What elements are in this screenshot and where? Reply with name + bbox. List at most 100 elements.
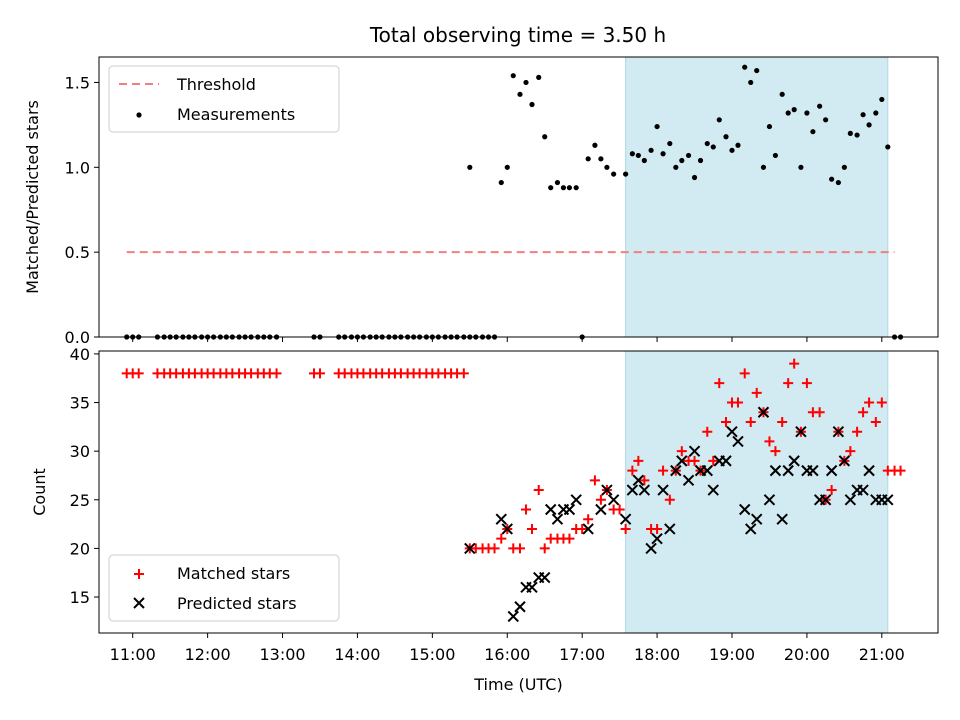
measurement-point [885,144,891,150]
predicted-star-marker [607,494,620,506]
measurement-point [641,157,647,164]
matched-star-marker [770,446,781,457]
measurement-point [542,134,548,140]
legend-threshold-label: Threshold [176,75,256,94]
x-tick-label: 11:00 [110,645,156,664]
measurement-point [604,164,610,170]
y-tick-label: 35 [70,394,90,413]
predicted-star-marker [688,445,701,457]
predicted-star-marker [501,523,513,535]
predicted-star-marker [819,494,832,506]
observing-window-shade [625,350,889,634]
predicted-star-marker [726,426,738,438]
x-tick-label: 19:00 [709,645,755,664]
predicted-star-marker [657,484,669,496]
measurement-point [517,91,523,97]
predicted-star-marker [745,523,757,535]
predicted-star-marker [514,601,526,613]
measurement-point [560,185,567,191]
predicted-star-marker [776,513,788,525]
matched-star-marker [595,494,606,505]
legend-measurements-swatch [136,112,142,118]
y-tick-label: 15 [70,588,90,607]
x-tick-label: 17:00 [559,645,605,664]
matched-star-marker [858,407,869,418]
plot-frame [98,56,939,338]
matched-star-marker [627,465,638,476]
x-tick-label: 16:00 [484,645,530,664]
measurement-point [723,134,729,140]
predicted-star-marker [619,513,632,525]
matched-star-marker [801,378,812,389]
matched-star-marker [745,416,756,427]
measurement-point [866,122,872,128]
y-tick-label: 25 [70,491,90,510]
y-tick-label: 30 [70,442,90,461]
measurement-point [710,144,716,150]
matched-star-marker [764,436,775,447]
measurement-point [611,171,617,177]
measurement-point [498,179,504,186]
measurement-point [760,164,767,170]
measurement-point [566,185,573,191]
measurement-point [697,157,704,164]
predicted-star-marker [582,523,594,535]
measurement-point [504,164,510,170]
predicted-star-marker [670,464,682,477]
x-axis-label: Time (UTC) [473,675,562,694]
predicted-star-marker [664,523,676,535]
predicted-star-marker [720,455,732,467]
x-tick-label: 13:00 [259,645,305,664]
measurement-point [779,91,785,97]
legend-predicted-label: Predicted stars [177,594,297,613]
predicted-star-marker [539,571,551,584]
matched-star-marker [895,465,906,476]
matched-star-marker [652,523,663,534]
matched-star-marker [714,378,725,389]
measurement-point [873,110,879,116]
legend-box [108,65,340,133]
predicted-star-marker [638,484,651,496]
measurement-point [667,140,673,147]
predicted-star-marker [882,494,894,506]
legend-box [108,554,340,622]
measurement-point [548,185,554,191]
matched-star-marker [708,455,719,466]
predicted-star-marker [570,494,582,506]
measurement-point [554,179,561,186]
matched-star-marker [658,465,669,476]
predicted-star-marker [563,503,576,516]
predicted-star-marker [701,464,713,477]
legend-top: Threshold Measurements [108,65,340,133]
predicted-star-marker [732,435,744,448]
predicted-star-marker [545,503,557,516]
matched-star-marker [664,494,675,505]
x-tick-label: 14:00 [334,645,380,664]
predicted-star-marker [682,474,695,487]
measurement-point [854,132,860,138]
measurement-point [879,96,885,103]
measurement-point [829,176,835,182]
matched-star-marker [271,368,282,379]
x-tick-label: 20:00 [784,645,830,664]
predicted-star-marker [551,513,564,525]
measurement-point [810,129,816,135]
measurement-point [654,123,660,130]
measurement-point [585,156,591,162]
y-axis-label: Count [30,468,49,516]
measurement-point [510,73,516,79]
matched-star-marker [751,387,762,398]
matched-star-marker [526,523,537,534]
matched-star-marker [732,397,743,408]
matched-star-marker [814,407,825,418]
matched-star-marker [620,523,631,534]
measurement-point [648,147,654,153]
predicted-star-marker [807,464,819,477]
measurement-point [835,179,841,186]
y-tick-label: 1.5 [65,73,90,92]
matched-star-marker [876,397,887,408]
measurement-point [735,142,741,148]
measurement-point [716,117,722,123]
measurement-point [754,67,760,74]
measurement-point [660,151,666,157]
